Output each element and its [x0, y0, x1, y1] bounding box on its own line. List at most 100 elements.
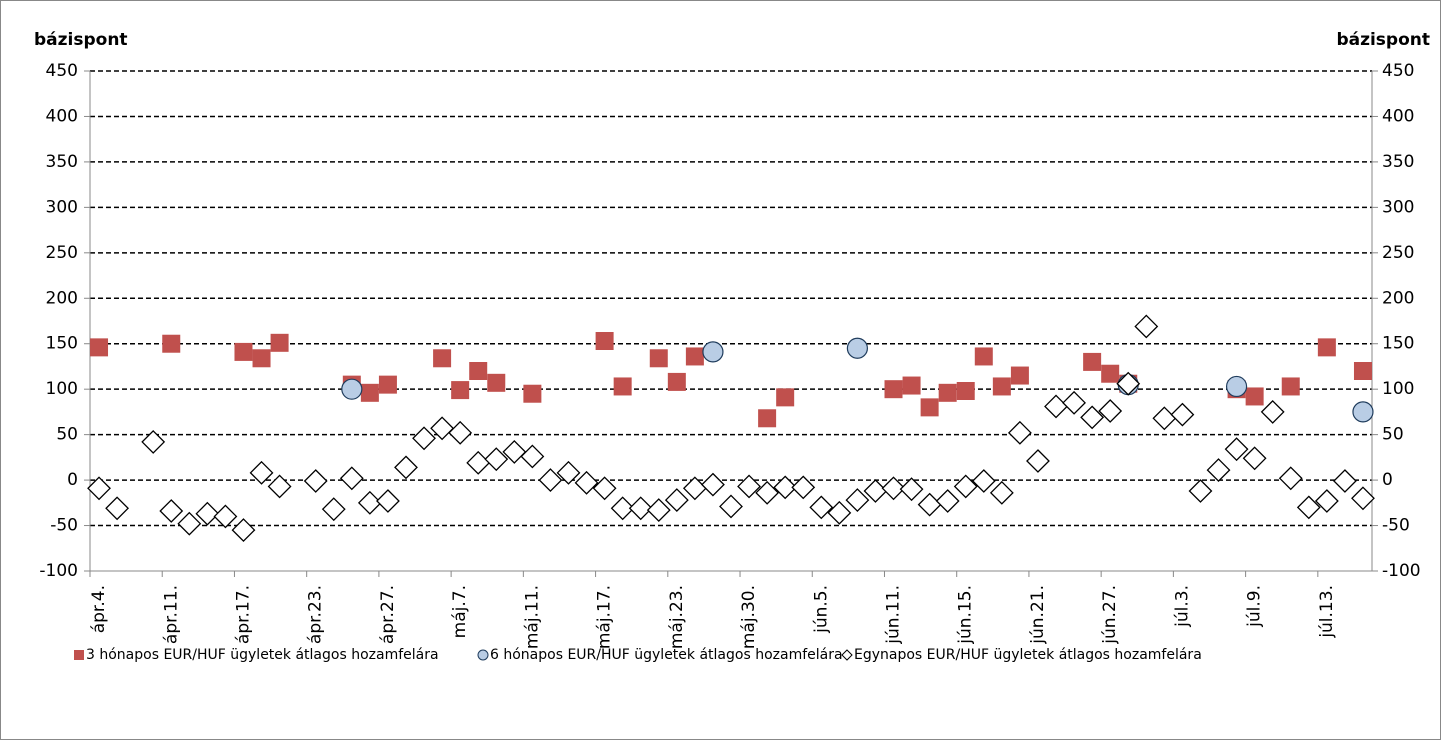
- y-axis-label: bázispont: [34, 30, 128, 50]
- diamond-marker: [141, 429, 166, 454]
- x-tick-label: jún.5.: [811, 585, 831, 634]
- diamond-marker: [357, 490, 382, 515]
- diamond-marker: [845, 488, 870, 513]
- legend-label: Egynapos EUR/HUF ügyletek átlagos hozamf…: [854, 647, 1202, 663]
- x-tick-label: ápr.17.: [233, 585, 253, 644]
- diamond-marker: [484, 447, 509, 472]
- y-tick-label: 350: [46, 152, 78, 172]
- diamond-marker: [971, 469, 996, 493]
- square-marker: [162, 334, 181, 353]
- diamond-marker: [1242, 446, 1267, 471]
- y2-tick-label: 450: [1382, 61, 1414, 81]
- diamond-marker: [935, 489, 960, 513]
- square-marker: [360, 383, 379, 402]
- x-tick-label: jún.11.: [884, 585, 904, 645]
- diamond-marker: [1062, 390, 1086, 415]
- y2-tick-label: 150: [1382, 334, 1414, 354]
- circle-marker: [846, 337, 868, 359]
- diamond-marker: [646, 498, 671, 523]
- square-marker: [90, 338, 109, 357]
- diamond-marker: [1026, 449, 1050, 473]
- x-tick-label: máj.17.: [595, 585, 615, 649]
- y-tick-label: 150: [46, 334, 78, 354]
- circle-marker: [1225, 375, 1248, 398]
- y-tick-label: 450: [46, 61, 78, 81]
- y2-tick-label: 100: [1382, 379, 1414, 399]
- square-marker: [974, 347, 993, 366]
- diamond-marker: [195, 501, 220, 526]
- diamond-marker: [881, 476, 906, 501]
- diamond-marker: [1134, 314, 1159, 339]
- y-tick-label: 100: [46, 379, 78, 399]
- legend-marker: [477, 649, 489, 661]
- square-marker: [595, 332, 614, 350]
- square-marker: [758, 409, 777, 428]
- y2-tick-label: -100: [1382, 561, 1421, 581]
- x-tick-label: máj.11.: [522, 585, 542, 649]
- y-tick-label: 0: [67, 470, 78, 490]
- square-marker: [649, 349, 668, 368]
- diamond-marker: [791, 475, 816, 500]
- square-marker: [613, 377, 632, 396]
- diamond-marker: [1260, 399, 1285, 424]
- diamond-marker: [556, 460, 581, 485]
- x-tick-label: ápr.27.: [378, 585, 398, 644]
- y2-tick-label: 250: [1382, 243, 1414, 263]
- square-marker: [1317, 338, 1336, 357]
- y-tick-label: 400: [46, 106, 78, 126]
- square-marker: [270, 333, 289, 352]
- circle-marker: [1352, 401, 1374, 423]
- x-tick-label: máj.7.: [450, 585, 470, 638]
- diamond-marker: [1007, 420, 1032, 445]
- diamond-marker: [719, 494, 743, 519]
- square-marker: [776, 388, 795, 407]
- diamond-marker: [394, 455, 418, 480]
- diamond-marker: [412, 426, 436, 451]
- diamond-marker: [376, 489, 400, 513]
- y2-tick-label: 50: [1382, 425, 1404, 445]
- square-marker: [1101, 364, 1120, 383]
- diamond-marker: [664, 488, 689, 513]
- diamond-marker: [755, 480, 780, 505]
- y2-tick-label: -50: [1382, 516, 1410, 536]
- square-marker: [451, 381, 470, 400]
- square-marker: [523, 384, 542, 403]
- diamond-marker: [213, 504, 238, 529]
- x-tick-label: júl.9.: [1245, 585, 1265, 628]
- diamond-marker: [231, 518, 256, 543]
- diamond-marker: [628, 496, 653, 521]
- x-tick-label: jún.15.: [956, 585, 976, 645]
- diamond-marker: [1278, 466, 1303, 491]
- square-marker: [469, 362, 488, 380]
- circle-marker: [341, 378, 363, 400]
- diamond-marker: [610, 496, 635, 521]
- diamond-marker: [87, 476, 111, 501]
- square-marker: [956, 382, 975, 400]
- square-marker: [1083, 352, 1102, 371]
- circle-marker: [702, 341, 724, 363]
- diamond-marker: [321, 497, 346, 522]
- x-tick-label: júl.3.: [1172, 585, 1192, 628]
- diamond-marker: [737, 474, 761, 499]
- y2-tick-label: 200: [1382, 288, 1414, 308]
- diamond-marker: [1314, 489, 1339, 513]
- y2-axis-label: bázispont: [1336, 30, 1430, 50]
- diamond-marker: [1188, 479, 1213, 503]
- diamond-marker: [1080, 405, 1105, 430]
- square-marker: [884, 380, 903, 399]
- square-marker: [487, 373, 506, 392]
- diamond-marker: [339, 466, 364, 491]
- diamond-marker: [809, 495, 834, 520]
- square-marker: [1281, 377, 1300, 396]
- x-tick-label: ápr.23.: [306, 585, 326, 644]
- square-marker: [992, 377, 1011, 396]
- diamond-marker: [574, 470, 599, 495]
- diamond-marker: [827, 500, 852, 525]
- y2-tick-label: 0: [1382, 470, 1393, 490]
- x-tick-label: máj.30.: [739, 585, 759, 649]
- square-marker: [433, 349, 452, 368]
- y-tick-label: 250: [46, 243, 78, 263]
- diamond-marker: [1116, 371, 1141, 396]
- y2-tick-label: 350: [1382, 152, 1414, 172]
